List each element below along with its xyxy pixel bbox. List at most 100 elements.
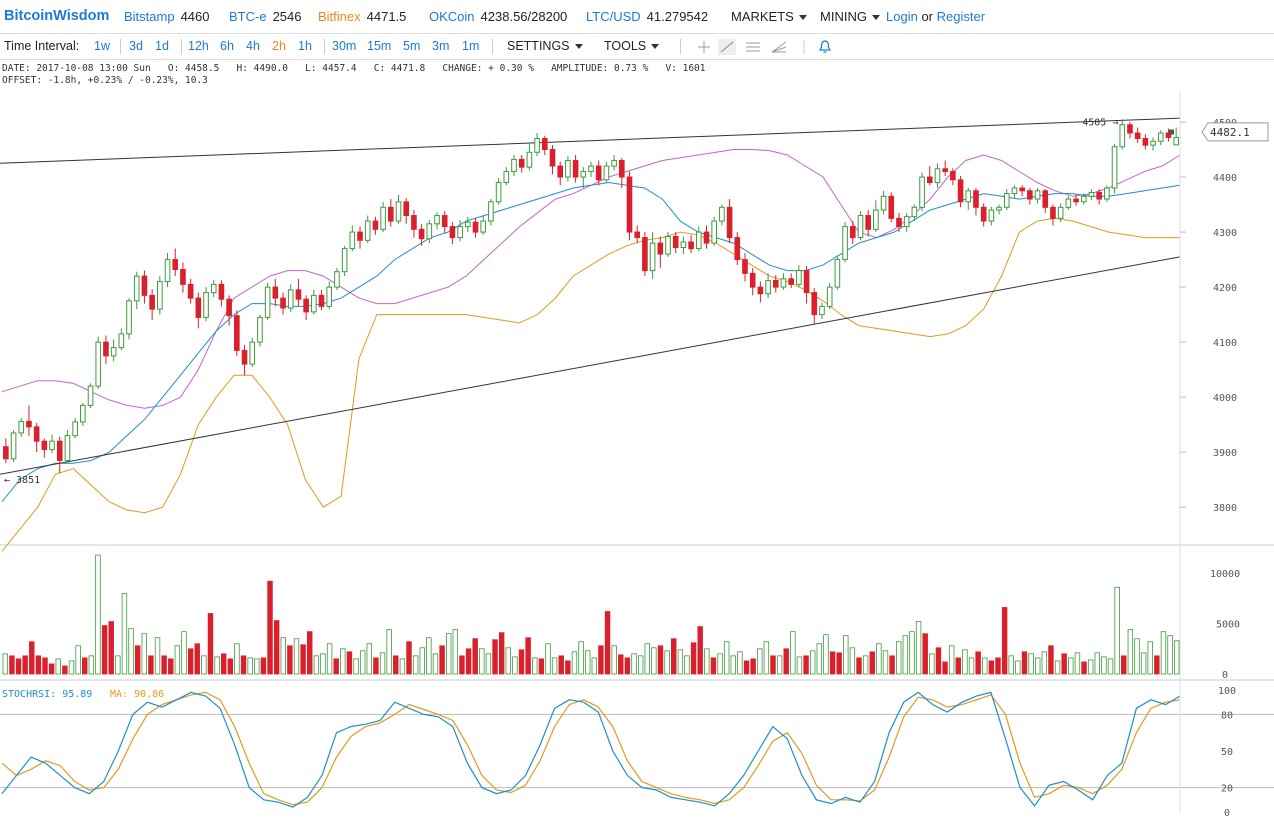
interval-6h[interactable]: 6h (220, 39, 234, 53)
candle-down (980, 206, 987, 222)
volume-bar (796, 656, 803, 675)
interval-3m[interactable]: 3m (432, 39, 450, 53)
volume-bar (684, 655, 690, 675)
candle-up (257, 316, 263, 343)
alert-bell-icon[interactable] (818, 39, 832, 55)
interval-1h[interactable]: 1h (298, 39, 312, 53)
candle-up (495, 182, 502, 203)
interval-1m[interactable]: 1m (462, 39, 480, 53)
price-chart[interactable]: 380039004000410042004300440045004505 →← … (0, 92, 1274, 822)
candle-up (873, 209, 879, 230)
interval-2h[interactable]: 2h (272, 39, 286, 53)
volume-bar (591, 657, 598, 675)
stoch-tick-label: 80 (1221, 710, 1233, 721)
settings-menu[interactable]: SETTINGS (507, 39, 583, 53)
interval-30m[interactable]: 30m (332, 39, 357, 53)
candle-down (357, 231, 363, 241)
candle-down (1042, 190, 1049, 208)
volume-bar (737, 651, 743, 675)
volume-bar (498, 632, 505, 675)
logo[interactable]: BitcoinWisdom (4, 8, 110, 24)
volume-bar (922, 633, 928, 675)
candle-up (1088, 191, 1095, 197)
login-link[interactable]: Login (886, 9, 918, 24)
volume-bar (915, 621, 922, 675)
exchange-ltcusd[interactable]: LTC/USD 41.279542 (586, 9, 708, 24)
volume-bar (677, 649, 684, 675)
volume-bar (48, 663, 55, 675)
exchange-bitfinex[interactable]: Bitfinex 4471.5 (318, 9, 406, 24)
candle-up (1157, 132, 1164, 142)
volume-bar (154, 637, 161, 675)
fan-tool-icon[interactable] (771, 41, 787, 53)
exchange-okcoin[interactable]: OKCoin 4238.56/28200 (429, 9, 567, 24)
volume-bar (307, 631, 313, 675)
interval-12h[interactable]: 12h (188, 39, 209, 53)
candle-down (626, 176, 633, 233)
interval-3d[interactable]: 3d (129, 39, 143, 53)
markets-menu[interactable]: MARKETS (731, 9, 807, 24)
candle-up (780, 278, 787, 288)
volume-bar (598, 645, 604, 675)
volume-bar (882, 650, 889, 675)
candle-up (1034, 190, 1041, 200)
candle-down (849, 226, 856, 239)
tools-menu[interactable]: TOOLS (604, 39, 660, 53)
volume-bar (22, 655, 28, 675)
volume-bar (869, 651, 875, 675)
volume-bar (909, 631, 915, 675)
candle-down (187, 283, 194, 299)
register-link[interactable]: Register (936, 9, 986, 24)
volume-bar (181, 631, 187, 675)
volume-bar (161, 655, 167, 675)
time-interval-label: Time Interval: (4, 39, 80, 53)
volume-bar (406, 641, 412, 675)
candle-down (957, 179, 964, 203)
candle-up (695, 231, 702, 250)
volume-bar (280, 637, 286, 675)
volume-bar (326, 643, 333, 675)
candle-down (734, 237, 741, 261)
candle-up (110, 347, 117, 357)
candle-down (1127, 124, 1133, 134)
candle-up (426, 223, 433, 240)
candle-up (934, 168, 941, 184)
candle-up (1080, 195, 1087, 203)
candle-down (549, 149, 556, 167)
candle-up (210, 283, 217, 294)
volume-bar (1048, 645, 1054, 675)
fib-tool-icon[interactable] (746, 42, 760, 52)
candle-up (434, 215, 440, 225)
exchange-bitstamp[interactable]: Bitstamp 4460 (124, 9, 210, 24)
candle-up (10, 432, 17, 460)
volume-bar (333, 658, 339, 675)
volume-bar (201, 655, 207, 675)
price-tick-label: 4400 (1213, 173, 1237, 184)
volume-tick-label: 10000 (1210, 569, 1240, 580)
volume-bar (558, 655, 564, 675)
candle-down (149, 294, 155, 310)
candle-up (719, 206, 725, 222)
interval-4h[interactable]: 4h (246, 39, 260, 53)
volume-bar (220, 653, 227, 675)
crosshair-icon[interactable] (698, 41, 710, 53)
volume-bar (1147, 641, 1153, 675)
candle-down (141, 275, 148, 296)
candle-up (326, 286, 333, 307)
candle-down (372, 220, 379, 230)
interval-5m[interactable]: 5m (403, 39, 421, 53)
volume-bar (723, 641, 730, 675)
candle-down (803, 270, 810, 294)
mining-menu[interactable]: MINING (820, 9, 880, 24)
interval-15m[interactable]: 15m (367, 39, 392, 53)
line-tool-icon[interactable] (718, 39, 736, 55)
interval-1d[interactable]: 1d (155, 39, 169, 53)
volume-bar (518, 649, 525, 675)
price-tick-label: 4200 (1213, 283, 1237, 294)
interval-1w[interactable]: 1w (94, 39, 110, 53)
candle-up (911, 206, 918, 218)
volume-bar (1114, 586, 1120, 675)
volume-bar (426, 637, 432, 675)
exchange-btce[interactable]: BTC-e 2546 (229, 9, 301, 24)
volume-bar (1167, 635, 1173, 675)
